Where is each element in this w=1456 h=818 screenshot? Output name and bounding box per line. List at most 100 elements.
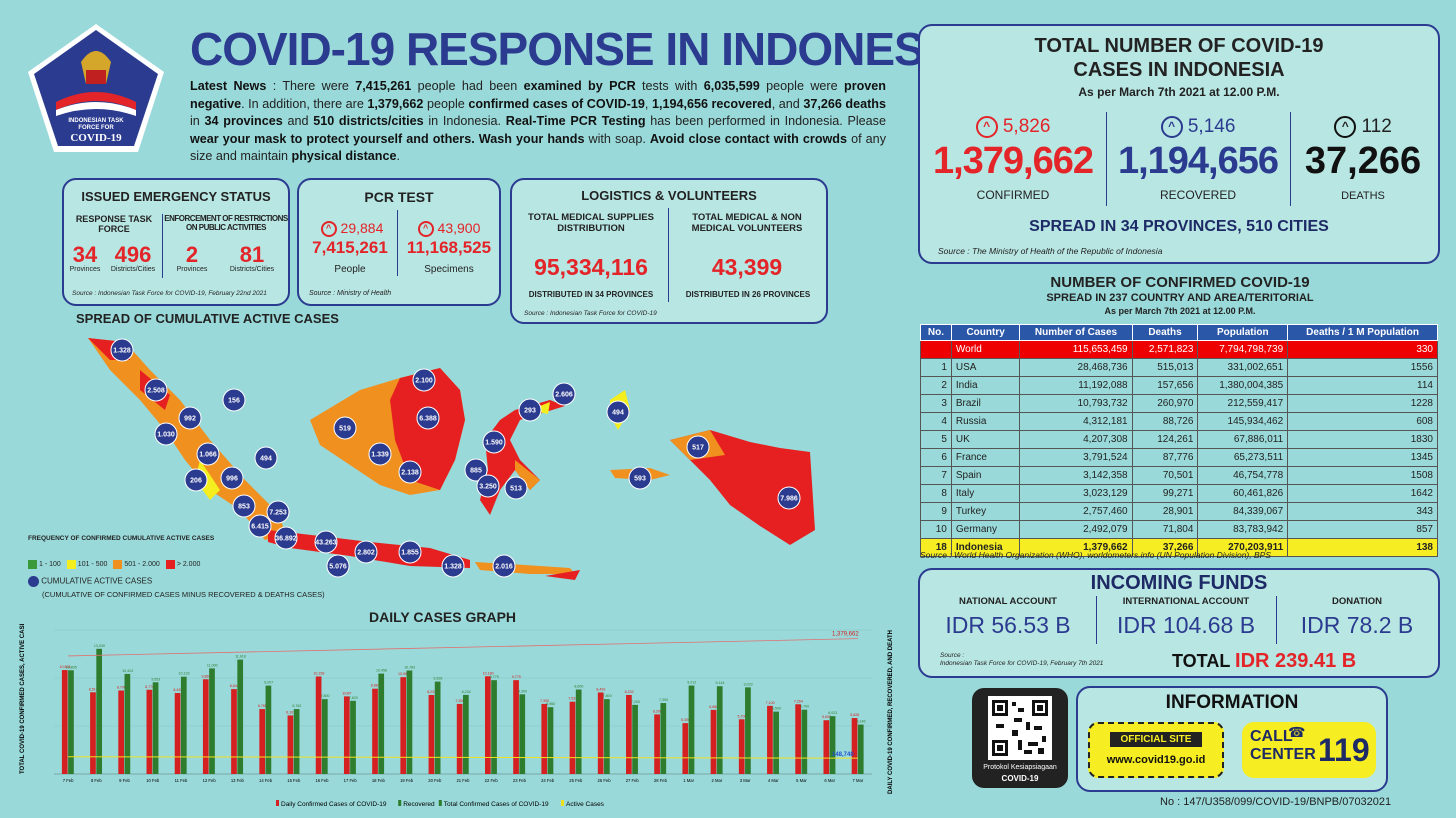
circle-legend-note: (CUMULATIVE OF CONFIRMED CASES MINUS REC…	[42, 590, 325, 599]
table-cell: 1,380,004,385	[1197, 376, 1289, 395]
papua-shape	[670, 430, 815, 545]
official-site-link[interactable]: OFFICIAL SITE www.covid19.go.id	[1088, 722, 1224, 778]
bubble	[504, 476, 528, 500]
data-label: 7,390	[659, 698, 668, 702]
bubble	[398, 540, 422, 564]
table-cell: USA	[950, 358, 1021, 377]
bubble-label: 1.030	[157, 432, 175, 439]
legend-label: 1 - 100	[39, 561, 61, 569]
data-label: 7,200	[631, 700, 640, 704]
bubble-label: 6.415	[251, 524, 269, 531]
qr-card[interactable]: Protokol Kesiapsiagaan COVID-19	[972, 688, 1068, 788]
active-cases-line	[68, 756, 858, 759]
funds-total: TOTAL IDR 239.41 B	[1172, 650, 1356, 673]
news-segment: 34 provinces	[204, 114, 283, 128]
data-label: 6,960	[546, 702, 555, 706]
table-cell: 2,757,460	[1019, 502, 1133, 521]
bubble	[441, 554, 465, 578]
data-label: 8,300	[518, 689, 527, 693]
table-row: 2 India 11,192,088 157,656 1,380,004,385 114	[920, 376, 1438, 395]
data-label: 10,424	[122, 669, 133, 673]
bar-recovered	[857, 724, 864, 774]
bar-confirmed	[400, 677, 407, 774]
volunteers-title: TOTAL MEDICAL & NON MEDICAL VOLUNTEERS	[691, 212, 803, 234]
news-segment: Real-Time PCR Testing	[505, 114, 646, 128]
bubble	[333, 416, 357, 440]
table-cell: 4,312,181	[1019, 412, 1133, 431]
table-cell: 857	[1287, 520, 1438, 539]
bubble-label: 7.253	[269, 510, 287, 517]
data-label: 6,208	[653, 709, 662, 713]
bar-recovered	[773, 711, 779, 774]
qr-line-1: Protokol Kesiapsiagaan	[983, 764, 1057, 771]
bar-recovered	[96, 648, 103, 774]
data-label: 6,680	[709, 705, 718, 709]
table-row: 7 Spain 3,142,358 70,501 46,754,778 1508	[920, 466, 1438, 485]
national-account-label: NATIONAL ACCOUNT	[959, 596, 1057, 607]
data-label: 6,500	[772, 707, 781, 711]
bubble-label: 1.328	[444, 564, 462, 571]
bar-confirmed	[569, 701, 576, 774]
bubble-label: 2.606	[555, 392, 573, 399]
bar-confirmed	[372, 688, 378, 774]
bar-recovered	[406, 670, 413, 774]
news-segment: 1,379,662	[367, 96, 424, 111]
bar-recovered	[209, 668, 215, 774]
table-cell: 10,793,732	[1019, 394, 1133, 413]
bubble-label: 2.016	[495, 564, 513, 571]
legend-swatch	[165, 560, 175, 569]
table-cell: 138	[1287, 538, 1438, 557]
information-panel: INFORMATION OFFICIAL SITE www.covid19.go…	[1076, 686, 1388, 792]
table-cell: 46,754,778	[1197, 466, 1289, 485]
bubble	[232, 494, 256, 518]
deaths-increase-value: 112	[1361, 116, 1392, 138]
funds-panel: INCOMING FUNDS NATIONAL ACCOUNT IDR 56.5…	[918, 568, 1440, 678]
qr-line-2: COVID-19	[1001, 774, 1039, 783]
bubble	[178, 406, 202, 430]
table-cell: 5	[920, 430, 952, 449]
bar-confirmed	[90, 692, 96, 774]
bubble-label: 2.100	[415, 378, 433, 385]
news-segment: wear your mask to protect yourself and o…	[190, 131, 585, 146]
table-row: 8 Italy 3,023,129 99,271 60,461,826 1642	[920, 484, 1438, 503]
bubble	[314, 530, 338, 554]
legend-item: 101 - 500	[66, 560, 107, 569]
tick-label: 19 Feb	[400, 778, 414, 783]
bubble	[464, 458, 488, 482]
news-segment: : There were	[266, 79, 356, 93]
data-label: 9,869	[202, 674, 211, 678]
deaths-increase: ^ 112	[1290, 116, 1436, 138]
spread-text: SPREAD IN 34 PROVINCES, 510 CITIES	[1029, 218, 1329, 235]
table-cell: 28,901	[1131, 502, 1199, 521]
legend-label: 501 - 2.000	[124, 561, 160, 569]
bar-confirmed	[174, 693, 181, 774]
bubble	[518, 398, 542, 422]
emergency-source: Source : Indonesian Task Force for COVID…	[72, 290, 267, 297]
table-cell: 2,492,079	[1019, 520, 1133, 539]
legend-swatch	[28, 560, 37, 569]
bubble	[110, 338, 134, 362]
bubble	[248, 514, 272, 538]
bubble-label: 517	[692, 445, 704, 452]
data-label: 8,887	[371, 684, 380, 688]
bubble-label: 36.892	[275, 536, 297, 543]
data-label: 9,144	[715, 681, 724, 685]
table-cell: 11,192,088	[1019, 376, 1133, 395]
call-center-button[interactable]: CALL CENTER ☎ 119	[1242, 722, 1376, 778]
news-segment: , and	[771, 96, 804, 111]
bar-recovered	[660, 703, 667, 774]
bar-confirmed	[851, 718, 858, 774]
tick-label: 27 Feb	[626, 778, 640, 783]
legend-item: > 2.000	[165, 560, 200, 569]
information-title: INFORMATION	[1165, 692, 1299, 713]
bar-confirmed	[118, 690, 125, 774]
bar-recovered	[68, 670, 74, 774]
table-row: World 115,653,459 2,571,823 7,794,798,739 33…	[920, 340, 1438, 359]
bubble-label: 996	[226, 476, 238, 483]
table-cell: World	[950, 340, 1021, 359]
bubble	[354, 540, 378, 564]
donation-label: DONATION	[1332, 596, 1382, 607]
data-label: 7,533	[568, 697, 577, 701]
data-label: 5,700	[737, 714, 746, 718]
y2-axis-label: DAILY COVID-19 CONFIRMED, RECOVERED, AND…	[888, 630, 894, 794]
